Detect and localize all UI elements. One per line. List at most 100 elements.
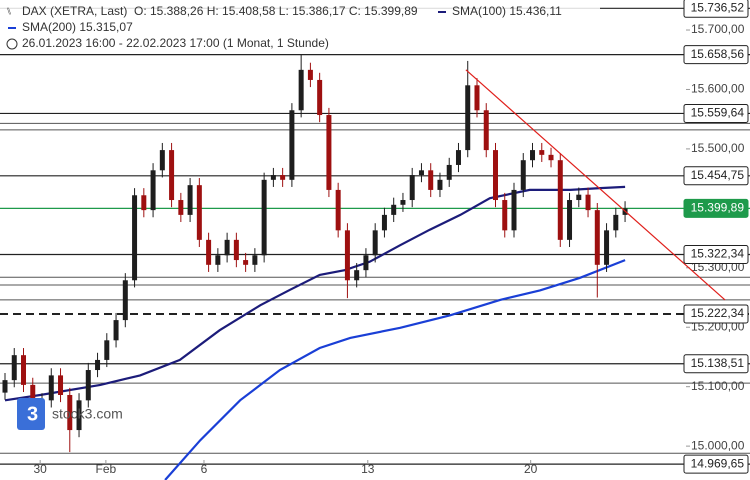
candle-body bbox=[567, 200, 573, 240]
candle-body bbox=[206, 239, 212, 265]
level-label: 15.322,34 bbox=[691, 247, 745, 261]
header-icon: ⑊ bbox=[6, 7, 12, 18]
level-label: 15.138,51 bbox=[691, 356, 745, 370]
candle-body bbox=[520, 160, 526, 190]
logo-digit: 3 bbox=[27, 403, 38, 425]
candle-body bbox=[437, 179, 443, 190]
candle-body bbox=[95, 359, 101, 371]
level-box bbox=[683, 198, 749, 218]
candle-body bbox=[381, 214, 387, 231]
candle-body bbox=[502, 200, 508, 231]
candle-body bbox=[159, 150, 165, 171]
candle-body bbox=[280, 175, 286, 180]
sma100-legend: SMA(100) 15.436,11 bbox=[452, 4, 562, 18]
candle-body bbox=[483, 110, 489, 151]
candle-body bbox=[187, 185, 193, 215]
ohlc: O: 15.388,26 H: 15.408,58 L: 15.386,17 C… bbox=[134, 4, 418, 18]
candle-body bbox=[113, 320, 119, 341]
candle-body bbox=[511, 189, 517, 231]
candle-body bbox=[104, 340, 110, 360]
candle-body bbox=[335, 189, 341, 231]
candle-body bbox=[326, 115, 332, 190]
level-label: 15.454,75 bbox=[691, 168, 745, 182]
level-box bbox=[683, 304, 749, 324]
date-range: 26.01.2023 16:00 - 22.02.2023 17:00 (1 M… bbox=[22, 36, 329, 50]
level-label: 15.399,89 bbox=[691, 201, 745, 215]
level-box bbox=[683, 245, 749, 265]
candle-body bbox=[289, 110, 295, 180]
candle-body bbox=[548, 154, 554, 161]
candle-body bbox=[85, 370, 91, 401]
candle-body bbox=[224, 239, 230, 256]
candle-body bbox=[48, 375, 54, 401]
sma-line bbox=[164, 259, 626, 480]
sma-line bbox=[4, 185, 626, 402]
logo-text: stock3.com bbox=[52, 406, 123, 422]
x-tick-label: 30 bbox=[33, 462, 47, 476]
candle-body bbox=[196, 185, 202, 240]
candle-body bbox=[270, 175, 276, 180]
level-label: 15.658,56 bbox=[691, 47, 745, 61]
level-box bbox=[683, 354, 749, 374]
candle-body bbox=[613, 214, 619, 231]
candle-body bbox=[400, 200, 406, 205]
candle-body bbox=[539, 150, 545, 155]
candle-body bbox=[141, 195, 147, 211]
trendline bbox=[465, 69, 726, 301]
header-bg bbox=[0, 0, 600, 54]
candle-body bbox=[317, 79, 323, 116]
candle-body bbox=[530, 150, 536, 161]
candle-body bbox=[492, 150, 498, 201]
candle-body bbox=[233, 239, 239, 261]
candle-body bbox=[261, 179, 267, 256]
candle-body bbox=[11, 355, 17, 381]
candle-body bbox=[67, 394, 73, 431]
logo-icon bbox=[17, 398, 45, 430]
level-label: 15.559,64 bbox=[691, 106, 745, 120]
instrument: DAX (XETRA, Last) bbox=[22, 4, 127, 18]
level-label: 14.969,65 bbox=[691, 456, 745, 470]
candle-body bbox=[132, 195, 138, 281]
candle-body bbox=[465, 85, 471, 151]
level-box bbox=[683, 103, 749, 123]
candle-body bbox=[169, 150, 175, 201]
candle-body bbox=[354, 270, 360, 281]
level-box bbox=[683, 166, 749, 186]
candle-body bbox=[76, 400, 82, 431]
candle-body bbox=[215, 255, 221, 265]
x-tick-label: Feb bbox=[96, 462, 117, 476]
candle-body bbox=[428, 170, 434, 190]
candle-body bbox=[446, 164, 452, 180]
clock-icon bbox=[6, 38, 18, 50]
candle-body bbox=[58, 375, 64, 395]
candle-body bbox=[344, 230, 350, 281]
candle-body bbox=[604, 230, 610, 265]
candle-body bbox=[409, 175, 415, 201]
x-tick-label: 6 bbox=[201, 462, 208, 476]
candle-body bbox=[150, 170, 156, 211]
y-tick-label: 15.700,00 bbox=[691, 22, 745, 36]
candle-body bbox=[30, 384, 36, 410]
level-box bbox=[683, 0, 749, 18]
candle-body bbox=[363, 255, 369, 271]
candle-body bbox=[252, 255, 258, 265]
y-tick-label: 15.100,00 bbox=[691, 379, 745, 393]
candle-body bbox=[178, 200, 184, 215]
candle-body bbox=[391, 204, 397, 215]
y-tick-label: 15.000,00 bbox=[691, 438, 745, 452]
candle-body bbox=[298, 69, 304, 111]
level-label: 15.222,34 bbox=[691, 306, 745, 320]
candle-body bbox=[576, 194, 582, 201]
candle-body bbox=[243, 260, 249, 265]
candle-body bbox=[21, 355, 27, 385]
candle-body bbox=[474, 85, 480, 111]
candle-body bbox=[372, 230, 378, 256]
level-label: 15.736,52 bbox=[691, 0, 745, 14]
sma200-legend: SMA(200) 15.315,07 bbox=[22, 20, 133, 34]
candle-body bbox=[307, 69, 313, 80]
candle-body bbox=[122, 280, 128, 321]
candle-body bbox=[418, 170, 424, 176]
x-tick-label: 20 bbox=[524, 462, 538, 476]
candle-body bbox=[585, 194, 591, 211]
